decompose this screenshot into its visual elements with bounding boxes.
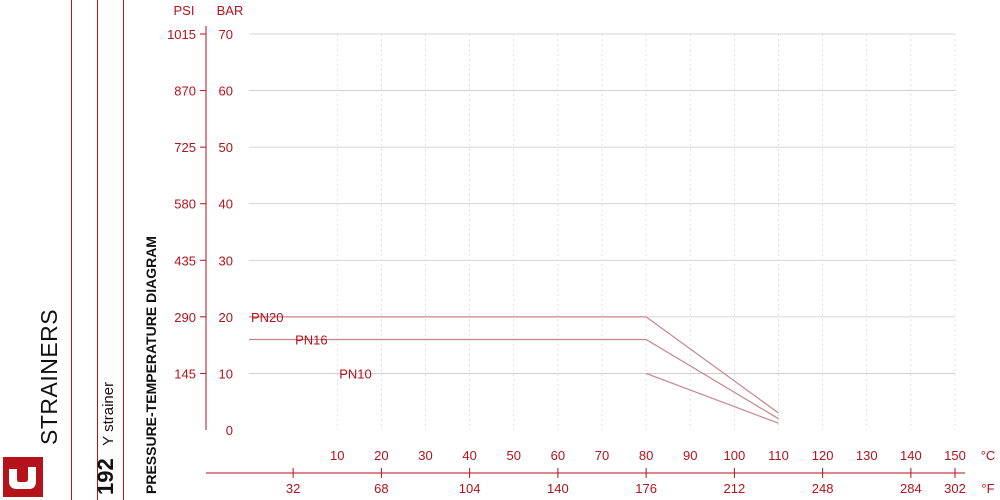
brand-logo-icon [3,457,43,497]
frame-line-3 [123,0,124,500]
series-pn16 [249,338,779,420]
fahrenheit-tick-label: 248 [812,481,834,496]
psi-tick-label: 870 [174,84,196,99]
celsius-tick-label: 30 [418,448,432,463]
psi-tick-label: 435 [174,253,196,268]
celsius-tick-label: 100 [724,448,746,463]
celsius-tick-label: 20 [374,448,388,463]
bar-tick-label: 70 [219,27,233,42]
frame-line-2 [97,0,98,500]
fahrenheit-tick-label: 212 [724,481,746,496]
bar-tick-label: 10 [219,366,233,381]
frame-line-1 [71,0,72,500]
celsius-tick-label: 140 [900,448,922,463]
fahrenheit-tick-label: 68 [374,481,388,496]
celsius-tick-label: 50 [507,448,521,463]
fahrenheit-tick-label: 104 [459,481,481,496]
x-unit-fahrenheit: °F [981,481,994,496]
psi-tick-label: 145 [174,366,196,381]
series-label-pn16: PN16 [295,332,328,347]
bar-tick-label: 30 [219,253,233,268]
series-pn10 [645,372,779,424]
fahrenheit-tick-label: 284 [900,481,922,496]
fahrenheit-tick-label: 32 [286,481,300,496]
celsius-tick-label: 90 [683,448,697,463]
psi-tick-label: 580 [174,197,196,212]
bar-tick-label: 0 [226,423,233,438]
psi-tick-label: 725 [174,140,196,155]
celsius-tick-label: 150 [944,448,966,463]
y-unit-bar: BAR [217,3,244,18]
y-unit-psi: PSI [174,3,195,18]
x-unit-celsius: °C [981,448,996,463]
celsius-tick-label: 70 [595,448,609,463]
bar-tick-label: 50 [219,140,233,155]
celsius-tick-label: 10 [330,448,344,463]
fahrenheit-tick-label: 140 [547,481,569,496]
psi-tick-label: 1015 [167,27,196,42]
bar-tick-label: 20 [219,310,233,325]
fahrenheit-tick-label: 302 [944,481,966,496]
celsius-tick-label: 120 [812,448,834,463]
celsius-tick-label: 60 [551,448,565,463]
fahrenheit-tick-label: 176 [635,481,657,496]
series-label-pn10: PN10 [339,366,372,381]
series-label-pn20: PN20 [251,310,284,325]
bar-tick-label: 40 [219,197,233,212]
celsius-tick-label: 40 [462,448,476,463]
celsius-tick-label: 130 [856,448,878,463]
psi-tick-label: 290 [174,310,196,325]
series-pn20 [249,316,779,414]
celsius-tick-label: 110 [768,448,789,463]
celsius-tick-label: 80 [639,448,653,463]
bar-tick-label: 60 [219,84,233,99]
